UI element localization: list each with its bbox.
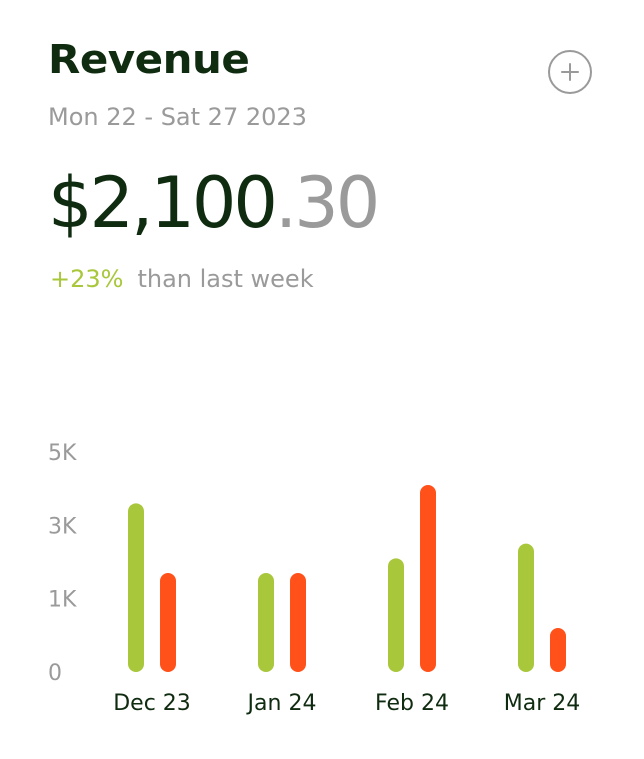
x-tick-label: Dec 23	[113, 691, 191, 716]
y-tick-label: 3K	[48, 514, 77, 539]
x-tick-label: Mar 24	[504, 691, 581, 716]
x-tick-label: Jan 24	[246, 691, 317, 716]
add-button[interactable]	[548, 50, 592, 94]
amount-whole: $2,100	[48, 162, 278, 244]
bar-dec-23-series-2	[160, 573, 176, 672]
plus-circle-icon	[561, 63, 579, 81]
change-comparison: than last week	[137, 265, 314, 293]
bar-jan-24-series-1	[258, 573, 274, 672]
bar-feb-24-series-2	[420, 485, 436, 672]
bar-mar-24-series-1	[518, 543, 534, 672]
amount-cents: .30	[274, 162, 380, 244]
y-tick-label: 0	[48, 661, 62, 686]
change-indicator: +23% than last week	[50, 266, 314, 292]
bar-feb-24-series-1	[388, 558, 404, 672]
x-tick-label: Feb 24	[375, 691, 449, 716]
page-title: Revenue	[48, 37, 250, 83]
bar-dec-23-series-1	[128, 503, 144, 672]
change-percent: +23%	[50, 265, 124, 293]
revenue-bar-chart: 0 1K 3K 5K Dec 23 Jan 24 Feb 24 Mar 24	[48, 441, 581, 716]
revenue-amount: $2,100.30	[48, 168, 380, 238]
y-tick-label: 5K	[48, 441, 77, 466]
bar-mar-24-series-2	[550, 628, 566, 672]
bar-jan-24-series-2	[290, 573, 306, 672]
date-range: Mon 22 - Sat 27 2023	[48, 103, 307, 131]
y-tick-label: 1K	[48, 588, 77, 613]
